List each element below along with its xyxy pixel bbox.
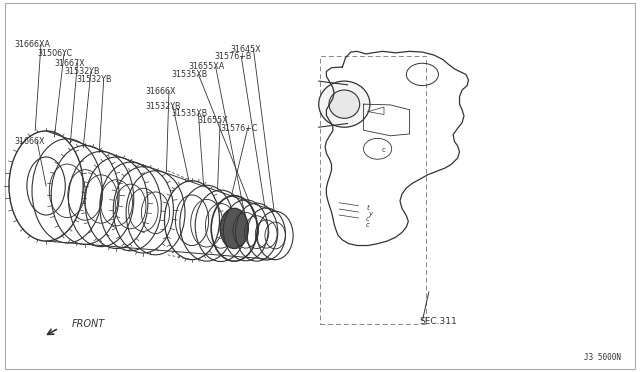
Ellipse shape bbox=[319, 81, 370, 127]
Text: c: c bbox=[366, 217, 370, 222]
Text: 31666X: 31666X bbox=[146, 87, 177, 96]
Text: 31532YB: 31532YB bbox=[146, 102, 181, 110]
Text: 31655XA: 31655XA bbox=[189, 62, 225, 71]
Text: c: c bbox=[382, 147, 386, 153]
Text: 31576+C: 31576+C bbox=[221, 124, 259, 133]
Ellipse shape bbox=[220, 208, 248, 248]
Text: FRONT: FRONT bbox=[72, 319, 105, 328]
Text: 31667X: 31667X bbox=[54, 59, 85, 68]
Text: 31645X: 31645X bbox=[230, 45, 261, 54]
Text: 31535XB: 31535XB bbox=[172, 109, 208, 118]
Text: J3 5000N: J3 5000N bbox=[584, 353, 621, 362]
Bar bbox=[320, 56, 426, 324]
Text: t: t bbox=[367, 205, 369, 211]
Text: y: y bbox=[368, 211, 372, 217]
Text: 31532YB: 31532YB bbox=[64, 67, 99, 76]
Text: 31655X: 31655X bbox=[197, 116, 228, 125]
Text: 31506YC: 31506YC bbox=[37, 49, 72, 58]
Ellipse shape bbox=[329, 90, 360, 118]
Text: 31576+B: 31576+B bbox=[214, 52, 252, 61]
Text: SEC.311: SEC.311 bbox=[419, 317, 457, 326]
Text: 31535XB: 31535XB bbox=[172, 70, 208, 79]
Text: c: c bbox=[366, 222, 370, 228]
Text: 31666X: 31666X bbox=[14, 137, 45, 146]
Text: 31666XA: 31666XA bbox=[14, 40, 50, 49]
Text: 31532YB: 31532YB bbox=[77, 76, 112, 84]
